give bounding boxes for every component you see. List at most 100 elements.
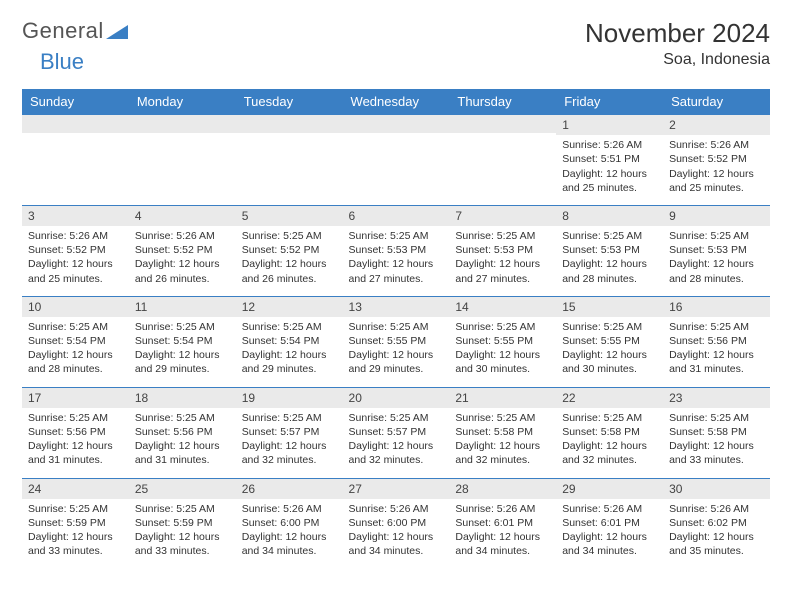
day-number: 6 bbox=[343, 206, 450, 226]
calendar-week-row: 1Sunrise: 5:26 AMSunset: 5:51 PMDaylight… bbox=[22, 115, 770, 206]
day-info-line: Sunrise: 5:25 AM bbox=[455, 229, 550, 243]
day-content: Sunrise: 5:26 AMSunset: 6:01 PMDaylight:… bbox=[556, 499, 663, 569]
day-info-line: Sunset: 5:58 PM bbox=[455, 425, 550, 439]
calendar-cell: 29Sunrise: 5:26 AMSunset: 6:01 PMDayligh… bbox=[556, 478, 663, 568]
calendar-cell bbox=[449, 115, 556, 206]
day-info-line: Sunrise: 5:25 AM bbox=[669, 411, 764, 425]
day-info-line: Sunset: 5:53 PM bbox=[455, 243, 550, 257]
day-info-line: Daylight: 12 hours and 30 minutes. bbox=[455, 348, 550, 376]
day-info-line: Sunset: 6:00 PM bbox=[242, 516, 337, 530]
day-number: 13 bbox=[343, 297, 450, 317]
day-info-line: Daylight: 12 hours and 27 minutes. bbox=[455, 257, 550, 285]
day-number: 18 bbox=[129, 388, 236, 408]
day-number: 30 bbox=[663, 479, 770, 499]
calendar-cell bbox=[22, 115, 129, 206]
day-content: Sunrise: 5:25 AMSunset: 5:55 PMDaylight:… bbox=[343, 317, 450, 387]
calendar-cell: 17Sunrise: 5:25 AMSunset: 5:56 PMDayligh… bbox=[22, 387, 129, 478]
day-content: Sunrise: 5:26 AMSunset: 6:00 PMDaylight:… bbox=[236, 499, 343, 569]
day-content: Sunrise: 5:25 AMSunset: 5:57 PMDaylight:… bbox=[236, 408, 343, 478]
calendar-cell bbox=[236, 115, 343, 206]
day-content: Sunrise: 5:25 AMSunset: 5:53 PMDaylight:… bbox=[663, 226, 770, 296]
day-info-line: Sunrise: 5:26 AM bbox=[242, 502, 337, 516]
day-info-line: Sunrise: 5:26 AM bbox=[562, 138, 657, 152]
day-number: 9 bbox=[663, 206, 770, 226]
day-info-line: Sunrise: 5:25 AM bbox=[455, 320, 550, 334]
day-info-line: Daylight: 12 hours and 34 minutes. bbox=[349, 530, 444, 558]
day-info-line: Daylight: 12 hours and 29 minutes. bbox=[135, 348, 230, 376]
calendar-cell: 21 Sunrise: 5:25 AMSunset: 5:58 PMDayligh… bbox=[449, 387, 556, 478]
day-info-line: Sunrise: 5:25 AM bbox=[28, 502, 123, 516]
calendar-cell: 28Sunrise: 5:26 AMSunset: 6:01 PMDayligh… bbox=[449, 478, 556, 568]
day-info-line: Daylight: 12 hours and 34 minutes. bbox=[562, 530, 657, 558]
day-number: 11 bbox=[129, 297, 236, 317]
calendar-cell bbox=[129, 115, 236, 206]
month-title: November 2024 bbox=[585, 18, 770, 49]
calendar-cell: 1Sunrise: 5:26 AMSunset: 5:51 PMDaylight… bbox=[556, 115, 663, 206]
day-info-line: Sunrise: 5:25 AM bbox=[562, 411, 657, 425]
day-content: Sunrise: 5:25 AMSunset: 5:55 PMDaylight:… bbox=[556, 317, 663, 387]
location-label: Soa, Indonesia bbox=[585, 51, 770, 69]
day-info-line: Sunrise: 5:25 AM bbox=[562, 320, 657, 334]
calendar-week-row: 10Sunrise: 5:25 AMSunset: 5:54 PMDayligh… bbox=[22, 296, 770, 387]
day-info-line: Daylight: 12 hours and 28 minutes. bbox=[562, 257, 657, 285]
day-info-line: Sunrise: 5:25 AM bbox=[242, 320, 337, 334]
logo-text-second: Blue bbox=[40, 49, 84, 74]
day-info-line: Daylight: 12 hours and 31 minutes. bbox=[135, 439, 230, 467]
day-content bbox=[343, 133, 450, 183]
logo-text-first: General bbox=[22, 18, 104, 44]
day-info-line: Sunset: 5:57 PM bbox=[349, 425, 444, 439]
day-info-line: Sunset: 6:02 PM bbox=[669, 516, 764, 530]
calendar-cell: 13Sunrise: 5:25 AMSunset: 5:55 PMDayligh… bbox=[343, 296, 450, 387]
day-content: Sunrise: 5:26 AMSunset: 6:00 PMDaylight:… bbox=[343, 499, 450, 569]
day-info-line: Sunrise: 5:26 AM bbox=[669, 138, 764, 152]
day-info-line: Sunset: 5:57 PM bbox=[242, 425, 337, 439]
day-info-line: Daylight: 12 hours and 32 minutes. bbox=[455, 439, 550, 467]
calendar-cell: 2Sunrise: 5:26 AMSunset: 5:52 PMDaylight… bbox=[663, 115, 770, 206]
day-info-line: Sunrise: 5:25 AM bbox=[135, 320, 230, 334]
calendar-cell: 24Sunrise: 5:25 AMSunset: 5:59 PMDayligh… bbox=[22, 478, 129, 568]
calendar-cell: 18Sunrise: 5:25 AMSunset: 5:56 PMDayligh… bbox=[129, 387, 236, 478]
day-number: 7 bbox=[449, 206, 556, 226]
day-number: 12 bbox=[236, 297, 343, 317]
calendar-table: Sunday Monday Tuesday Wednesday Thursday… bbox=[22, 89, 770, 568]
day-info-line: Sunrise: 5:25 AM bbox=[455, 411, 550, 425]
day-info-line: Daylight: 12 hours and 33 minutes. bbox=[669, 439, 764, 467]
day-number bbox=[236, 115, 343, 133]
day-number: 29 bbox=[556, 479, 663, 499]
day-info-line: Sunrise: 5:25 AM bbox=[349, 411, 444, 425]
day-info-line: Sunrise: 5:25 AM bbox=[349, 320, 444, 334]
day-content: Sunrise: 5:26 AMSunset: 5:52 PMDaylight:… bbox=[129, 226, 236, 296]
day-header: Wednesday bbox=[343, 89, 450, 115]
day-info-line: Daylight: 12 hours and 33 minutes. bbox=[135, 530, 230, 558]
day-info-line: Sunset: 5:54 PM bbox=[242, 334, 337, 348]
calendar-week-row: 24Sunrise: 5:25 AMSunset: 5:59 PMDayligh… bbox=[22, 478, 770, 568]
calendar-cell: 19Sunrise: 5:25 AMSunset: 5:57 PMDayligh… bbox=[236, 387, 343, 478]
day-number bbox=[449, 115, 556, 133]
day-info-line: Daylight: 12 hours and 32 minutes. bbox=[562, 439, 657, 467]
calendar-cell: 27Sunrise: 5:26 AMSunset: 6:00 PMDayligh… bbox=[343, 478, 450, 568]
day-info-line: Sunrise: 5:25 AM bbox=[135, 411, 230, 425]
logo: General bbox=[22, 18, 128, 44]
day-number bbox=[22, 115, 129, 133]
calendar-cell: 6Sunrise: 5:25 AMSunset: 5:53 PMDaylight… bbox=[343, 205, 450, 296]
day-info-line: Sunrise: 5:26 AM bbox=[669, 502, 764, 516]
day-content: Sunrise: 5:25 AMSunset: 5:57 PMDaylight:… bbox=[343, 408, 450, 478]
day-number: 14 bbox=[449, 297, 556, 317]
day-content bbox=[236, 133, 343, 183]
day-number: 16 bbox=[663, 297, 770, 317]
day-info-line: Sunset: 5:52 PM bbox=[28, 243, 123, 257]
day-content: Sunrise: 5:25 AMSunset: 5:54 PMDaylight:… bbox=[22, 317, 129, 387]
day-number: 8 bbox=[556, 206, 663, 226]
day-content bbox=[129, 133, 236, 183]
day-info-line: Sunset: 6:00 PM bbox=[349, 516, 444, 530]
day-header: Monday bbox=[129, 89, 236, 115]
day-content: Sunrise: 5:25 AMSunset: 5:56 PMDaylight:… bbox=[22, 408, 129, 478]
day-number: 21 bbox=[449, 388, 556, 408]
day-info-line: Sunset: 5:55 PM bbox=[562, 334, 657, 348]
day-info-line: Sunset: 5:55 PM bbox=[349, 334, 444, 348]
day-number: 5 bbox=[236, 206, 343, 226]
day-content: Sunrise: 5:25 AMSunset: 5:53 PMDaylight:… bbox=[556, 226, 663, 296]
day-number: 10 bbox=[22, 297, 129, 317]
day-info-line: Daylight: 12 hours and 26 minutes. bbox=[135, 257, 230, 285]
day-info-line: Daylight: 12 hours and 29 minutes. bbox=[349, 348, 444, 376]
